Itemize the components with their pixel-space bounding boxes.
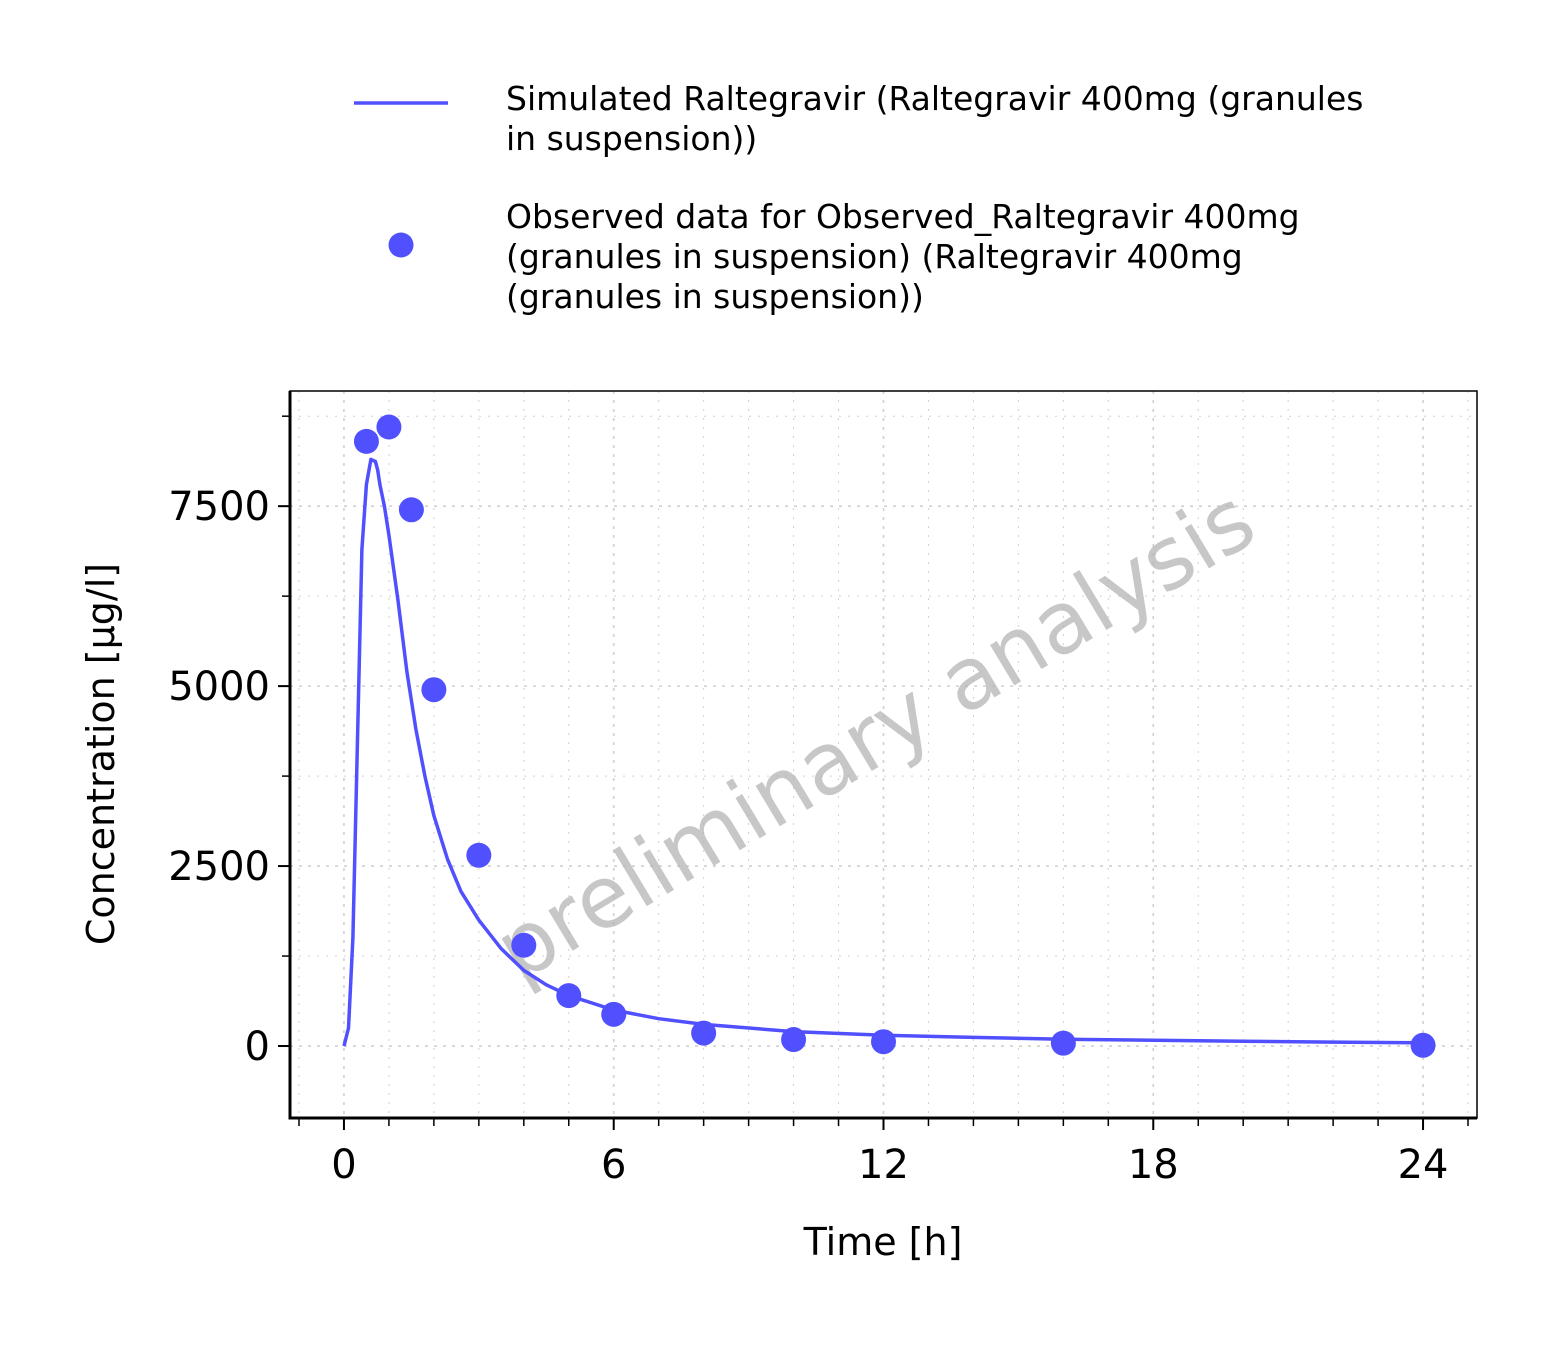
legend-label-line: (granules in suspension) (Raltegravir 40…: [506, 237, 1243, 276]
y-tick-label: 7500: [168, 484, 270, 530]
series-layer: [342, 414, 1436, 1058]
simulated-series-line: [342, 457, 1424, 1047]
x-tick-label: 0: [331, 1142, 356, 1188]
axes: 0 6 12 18 24 0 2500 5000 7500: [168, 390, 1478, 1188]
x-tick-label: 12: [858, 1142, 909, 1188]
x-tick-label: 6: [601, 1142, 626, 1188]
observed-data-point: [601, 1001, 627, 1027]
observed-data-point: [691, 1020, 717, 1046]
observed-data-point: [398, 497, 424, 523]
legend: Simulated Raltegravir (Raltegravir 400mg…: [354, 79, 1363, 316]
observed-data-point: [556, 983, 582, 1009]
observed-data-point: [466, 842, 492, 868]
observed-data-point: [1050, 1030, 1076, 1056]
x-tick-label: 24: [1398, 1142, 1449, 1188]
observed-data-point: [1410, 1032, 1436, 1058]
grid: [290, 391, 1477, 1118]
x-axis-title: Time [h]: [803, 1220, 963, 1264]
legend-label-line: in suspension)): [506, 119, 757, 158]
legend-label-line: Observed data for Observed_Raltegravir 4…: [506, 197, 1300, 236]
observed-data-point: [353, 428, 379, 454]
observed-data-point: [511, 932, 537, 958]
y-tick-label: 5000: [168, 664, 270, 710]
y-axis-title: Concentration [µg/l]: [79, 563, 123, 945]
observed-data-point: [376, 414, 402, 440]
observed-data-point: [871, 1029, 896, 1055]
legend-label-line: (granules in suspension)): [506, 277, 924, 316]
observed-data-point: [781, 1027, 807, 1053]
y-tick-label: 2500: [168, 844, 270, 890]
legend-point-swatch: [388, 232, 414, 258]
x-tick-label: 18: [1128, 1142, 1179, 1188]
y-tick-label: 0: [245, 1024, 270, 1070]
legend-label-line: Simulated Raltegravir (Raltegravir 400mg…: [506, 79, 1363, 118]
observed-data-point: [421, 677, 447, 703]
